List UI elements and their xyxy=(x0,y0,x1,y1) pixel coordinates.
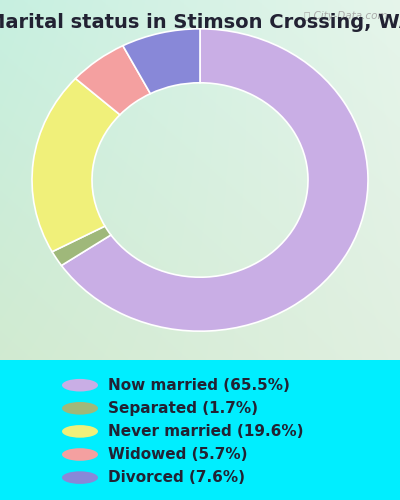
Text: ⓘ City-Data.com: ⓘ City-Data.com xyxy=(304,11,388,21)
Text: Widowed (5.7%): Widowed (5.7%) xyxy=(108,447,248,462)
Circle shape xyxy=(62,448,98,461)
Circle shape xyxy=(62,472,98,484)
Wedge shape xyxy=(52,226,111,266)
Circle shape xyxy=(62,402,98,414)
Circle shape xyxy=(62,425,98,438)
Wedge shape xyxy=(123,29,200,94)
Wedge shape xyxy=(76,46,150,114)
Wedge shape xyxy=(32,78,120,252)
Text: Separated (1.7%): Separated (1.7%) xyxy=(108,401,258,416)
Text: Divorced (7.6%): Divorced (7.6%) xyxy=(108,470,245,485)
Circle shape xyxy=(62,379,98,392)
Text: Now married (65.5%): Now married (65.5%) xyxy=(108,378,290,392)
Text: Marital status in Stimson Crossing, WA: Marital status in Stimson Crossing, WA xyxy=(0,12,400,32)
Text: Never married (19.6%): Never married (19.6%) xyxy=(108,424,304,439)
Wedge shape xyxy=(62,29,368,331)
